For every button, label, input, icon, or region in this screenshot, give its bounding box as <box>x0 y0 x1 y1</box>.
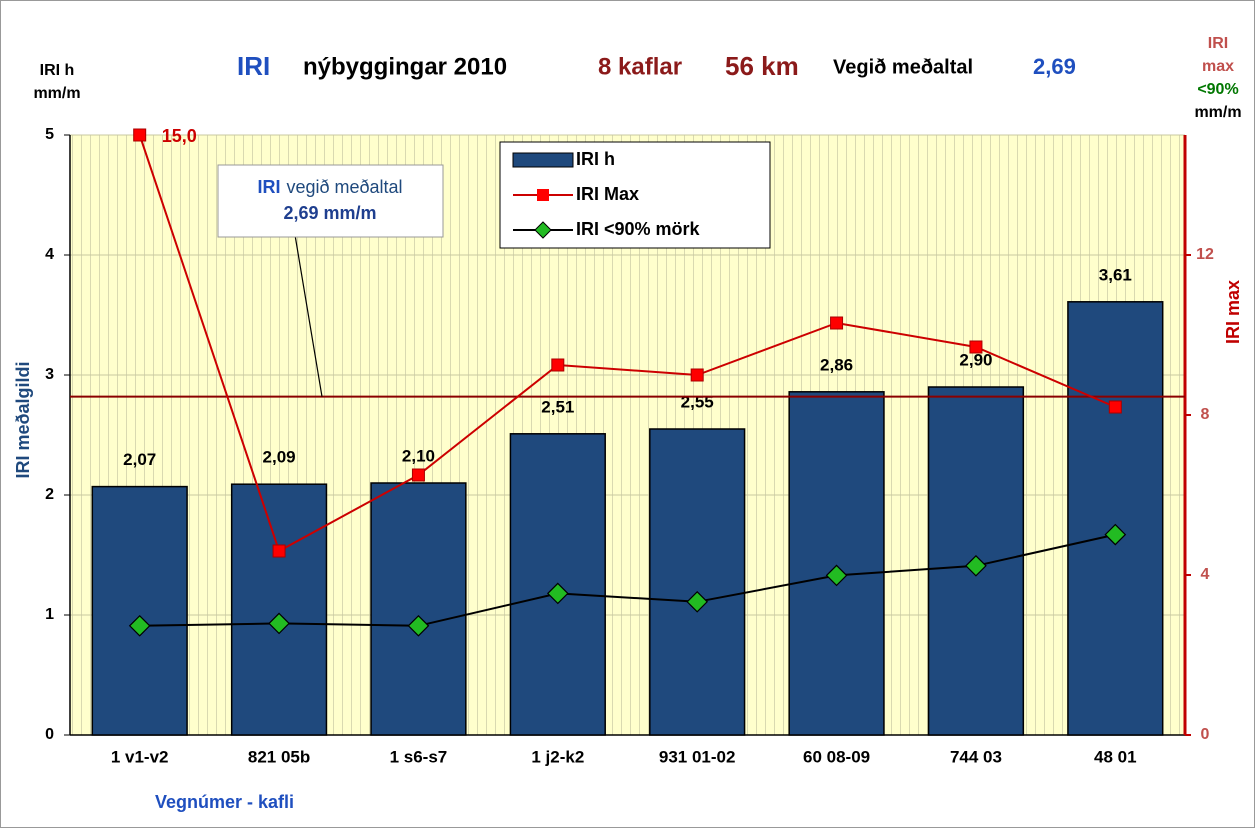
title-part: IRI <box>237 51 270 81</box>
y-tick-label: 0 <box>45 726 54 743</box>
title: IRI nýbyggingar 2010 8 kaflar 56 km Vegið me… <box>237 51 1076 81</box>
y2-tick-label: 0 <box>1201 726 1210 743</box>
y-axis-top-label: IRI h <box>40 62 75 79</box>
title-part: 8 kaflar <box>598 53 682 80</box>
y-axis-top-label: mm/m <box>33 85 80 102</box>
y2-axis-top-label: IRI <box>1208 35 1228 52</box>
x-tick-label: 60 08-09 <box>803 747 870 766</box>
marker <box>128 614 151 637</box>
x-tick-label: 1 j2-k2 <box>531 747 584 766</box>
y-tick-label: 4 <box>45 246 54 263</box>
y2-tick-label: 12 <box>1196 246 1214 263</box>
marker <box>268 612 290 635</box>
x-tick-label: 48 01 <box>1094 747 1137 766</box>
annotation-text: 2,69 mm/m <box>283 203 376 223</box>
x-axis-label: Vegnúmer - kafli <box>155 792 294 812</box>
bar <box>649 428 746 736</box>
marker <box>272 544 286 558</box>
bar <box>370 482 467 736</box>
value-label: 2,90 <box>959 350 992 369</box>
y2-axis-top-label: <90% <box>1197 81 1238 98</box>
y-tick-label: 1 <box>45 606 54 623</box>
y-axis-label: IRI meðalgildi <box>13 361 33 478</box>
value-label: 15,0 <box>162 126 197 146</box>
y-tick-label: 3 <box>45 366 54 383</box>
legend-swatch <box>512 152 574 168</box>
value-label: 3,61 <box>1099 265 1132 284</box>
marker <box>965 554 987 577</box>
series-line <box>139 533 1116 627</box>
x-tick-label: 744 03 <box>950 747 1002 766</box>
bar <box>230 483 328 736</box>
marker <box>1104 523 1127 546</box>
title-part: nýbyggingar 2010 <box>303 53 507 80</box>
marker <box>133 128 147 142</box>
marker <box>411 468 425 482</box>
marker <box>825 564 848 587</box>
marker <box>1108 400 1122 414</box>
bar <box>788 391 885 736</box>
y2-tick-label: 4 <box>1201 566 1210 583</box>
legend-label: IRI h <box>576 149 615 169</box>
bar <box>1067 301 1164 736</box>
value-label: 2,09 <box>263 448 296 467</box>
marker <box>407 614 430 637</box>
marker <box>690 368 704 382</box>
title-part: 56 km <box>725 51 799 81</box>
marker <box>551 358 565 372</box>
legend-label: IRI <90% mörk <box>576 219 701 239</box>
x-tick-label: 931 01-02 <box>659 747 736 766</box>
value-label: 2,86 <box>820 355 853 374</box>
annotation-text: IRI vegið meðaltal <box>257 177 402 197</box>
x-tick-label: 821 05b <box>248 747 310 766</box>
value-label: 2,10 <box>402 446 435 465</box>
legend-label: IRI Max <box>576 184 639 204</box>
annotation-leader <box>294 234 323 397</box>
x-tick-label: 1 s6-s7 <box>390 747 448 766</box>
title-part: Vegið meðaltal <box>833 56 973 78</box>
y2-axis-top-label: max <box>1202 58 1234 75</box>
x-tick-label: 1 v1-v2 <box>111 747 169 766</box>
y-tick-label: 5 <box>45 126 54 143</box>
y-tick-label: 2 <box>45 486 54 503</box>
legend-marker <box>534 221 552 239</box>
marker <box>686 590 709 613</box>
value-label: 2,07 <box>123 450 156 469</box>
y2-axis-top-label: mm/m <box>1194 104 1241 121</box>
title-part: 2,69 <box>1033 54 1076 79</box>
marker <box>969 340 983 354</box>
legend-marker <box>537 189 549 201</box>
bar <box>91 485 188 736</box>
marker <box>546 582 569 605</box>
y2-axis-label: IRI max <box>1223 280 1243 344</box>
marker <box>830 316 844 330</box>
value-label: 2,55 <box>681 392 714 411</box>
value-label: 2,51 <box>541 397 574 416</box>
annotation-box <box>217 164 444 238</box>
bar <box>509 433 606 736</box>
series-line <box>138 134 1116 553</box>
y2-tick-label: 8 <box>1201 406 1210 423</box>
